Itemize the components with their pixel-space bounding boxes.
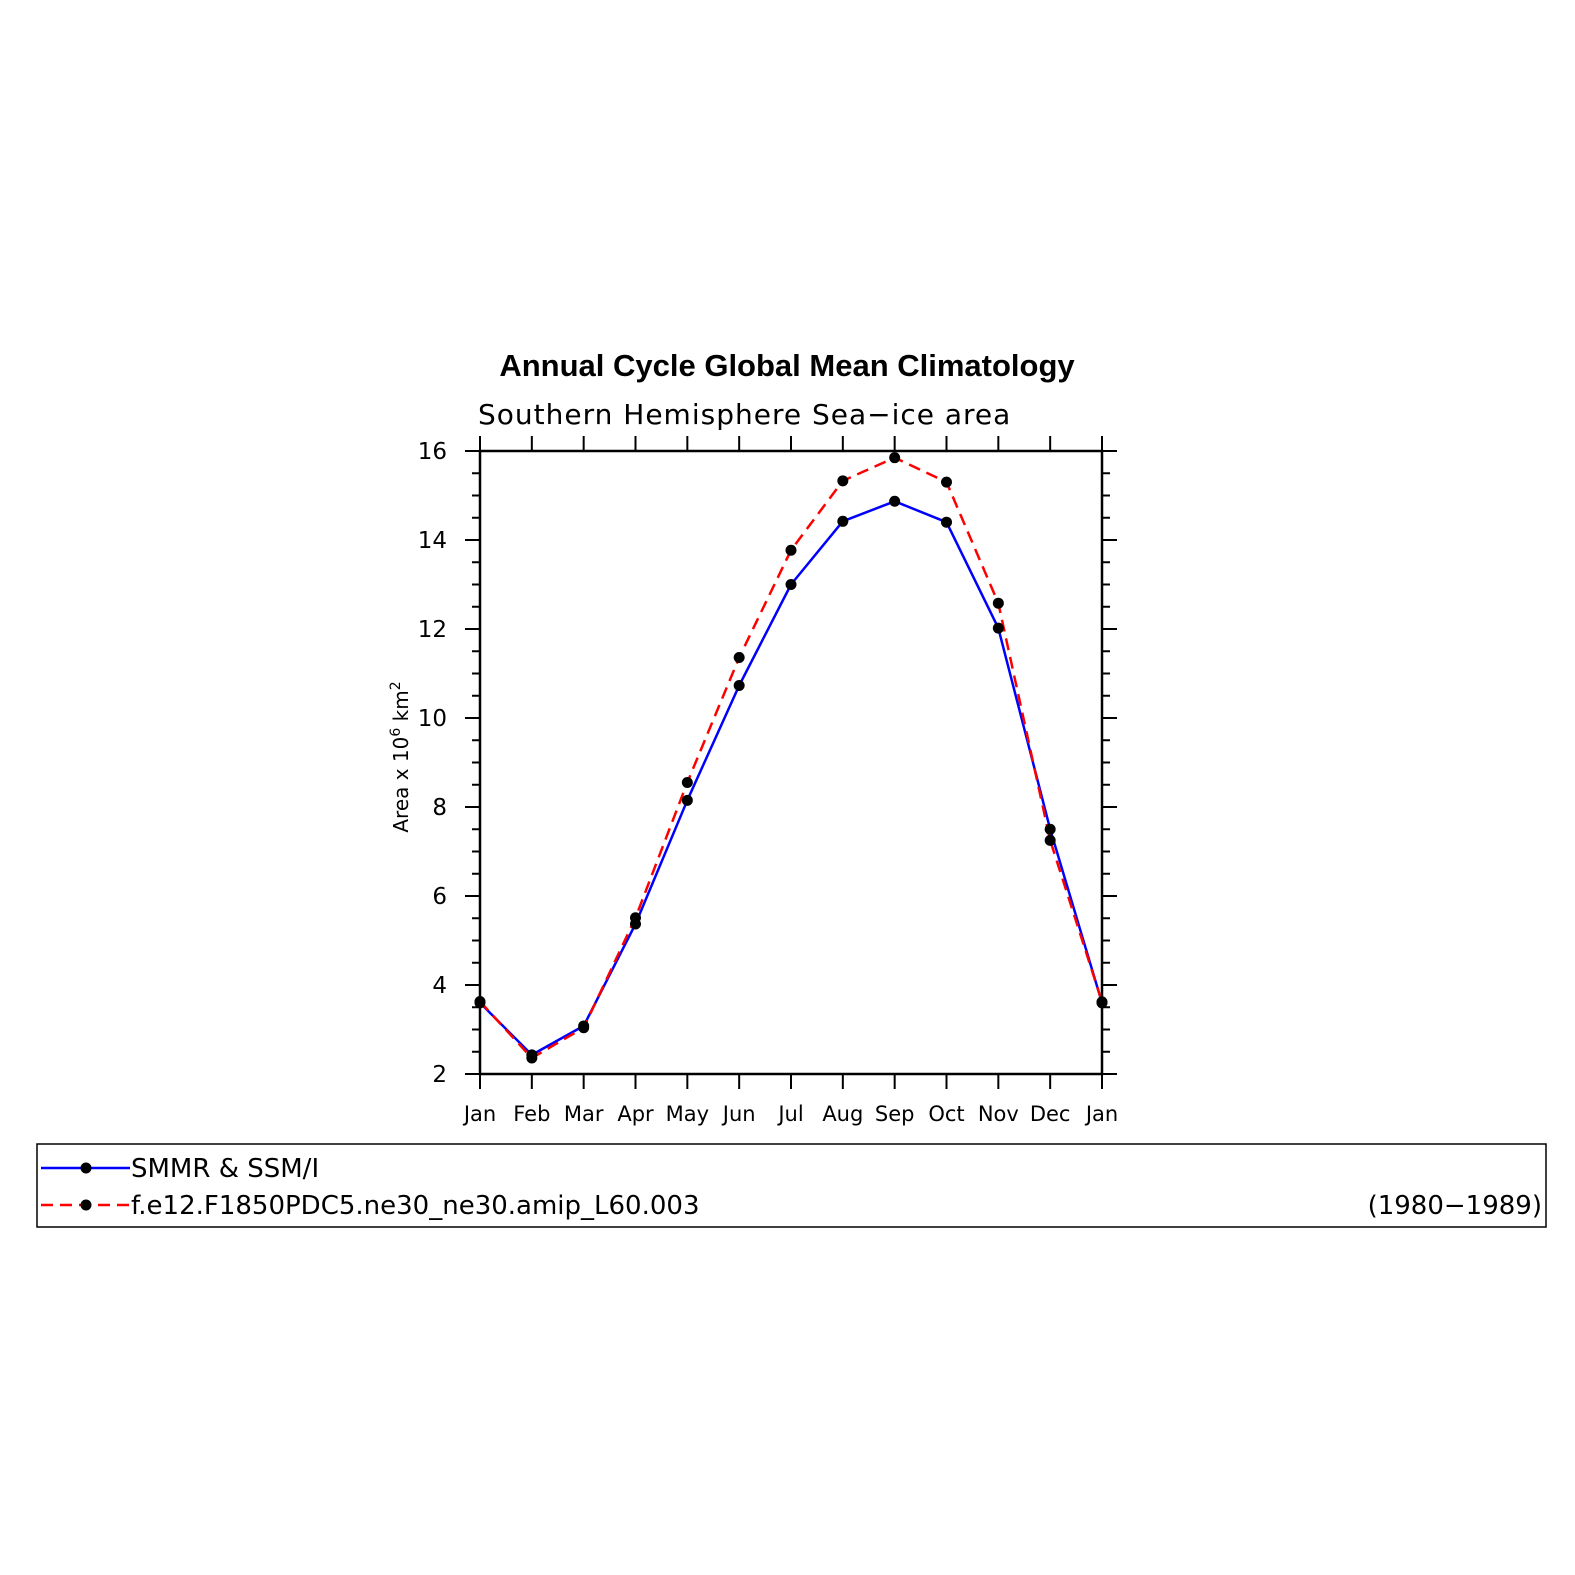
x-tick-label-sep: Sep: [875, 1102, 915, 1126]
x-tick-label-aug: Aug: [822, 1102, 863, 1126]
plot-frame: [478, 449, 1104, 1076]
series-1-point: [837, 475, 849, 487]
x-tick-label-jan: Jan: [1084, 1102, 1118, 1126]
series-1-point: [992, 597, 1004, 609]
legend: SMMR & SSM/I f.e12.F1850PDC5.ne30_ne30.a…: [36, 1143, 1547, 1228]
y-tick-label: 10: [418, 706, 447, 732]
x-tick-label-oct: Oct: [928, 1102, 964, 1126]
series-0-point: [1044, 823, 1056, 835]
series-1-point: [733, 651, 745, 663]
chart-subtitle: Southern Hemisphere Sea−ice area: [478, 398, 1011, 431]
y-axis-label-base: Area x 10: [389, 737, 413, 833]
svg-text:Area x 106 km2: Area x 106 km2: [388, 681, 413, 832]
y-axis-label-mid: km: [389, 690, 413, 727]
series-0-point: [837, 515, 849, 527]
x-tick-label-feb: Feb: [513, 1102, 550, 1126]
x-tick-label-jul: Jul: [776, 1102, 803, 1126]
axes: 2 4 6 8 10 12 14 16 Jan Feb Mar Apr May Jun Jul Aug Sep O…: [418, 436, 1118, 1126]
series-1-point: [681, 777, 693, 789]
x-tick-label-apr: Apr: [617, 1102, 654, 1126]
x-tick-label-jan: Jan: [462, 1102, 496, 1126]
series-0-point: [992, 622, 1004, 634]
y-axis-label: Area x 106 km2: [388, 681, 413, 832]
series-1-point: [1044, 834, 1056, 846]
x-tick-label-may: May: [666, 1102, 709, 1126]
series-0-point: [733, 680, 745, 692]
legend-label-obs: SMMR & SSM/I: [131, 1154, 319, 1184]
series-1-point: [785, 544, 797, 556]
y-tick-label: 4: [432, 973, 447, 999]
y-axis-label-exp2: 2: [388, 681, 404, 690]
series-0-point: [681, 794, 693, 806]
series-0-point: [889, 495, 901, 507]
y-tick-label: 12: [418, 617, 447, 643]
y-tick-label: 6: [432, 884, 447, 910]
x-tick-label-dec: Dec: [1030, 1102, 1071, 1126]
legend-period: (1980−1989): [1368, 1191, 1542, 1221]
y-tick-label: 16: [418, 439, 447, 465]
y-axis-label-exp1: 6: [388, 728, 404, 737]
legend-box: [36, 1143, 1547, 1228]
series-0-point: [941, 516, 952, 528]
y-tick-label: 2: [432, 1062, 447, 1088]
legend-marker-model: [80, 1199, 92, 1211]
chart-title: Annual Cycle Global Mean Climatology: [499, 348, 1075, 383]
x-tick-label-nov: Nov: [978, 1102, 1019, 1126]
series-1-point: [889, 452, 901, 464]
series-1-point: [630, 912, 641, 924]
series-1-point: [578, 1022, 590, 1034]
x-tick-label-jun: Jun: [721, 1102, 756, 1126]
legend-label-model: f.e12.F1850PDC5.ne30_ne30.amip_L60.003: [131, 1191, 699, 1221]
y-tick-label: 8: [432, 795, 447, 821]
x-tick-label-mar: Mar: [564, 1102, 604, 1126]
legend-marker-obs: [80, 1162, 92, 1174]
series-1-point: [941, 476, 952, 488]
series-markers: [474, 452, 1108, 1064]
series-1-point: [526, 1052, 538, 1064]
y-tick-label: 14: [418, 528, 447, 554]
series-0-point: [785, 579, 797, 590]
